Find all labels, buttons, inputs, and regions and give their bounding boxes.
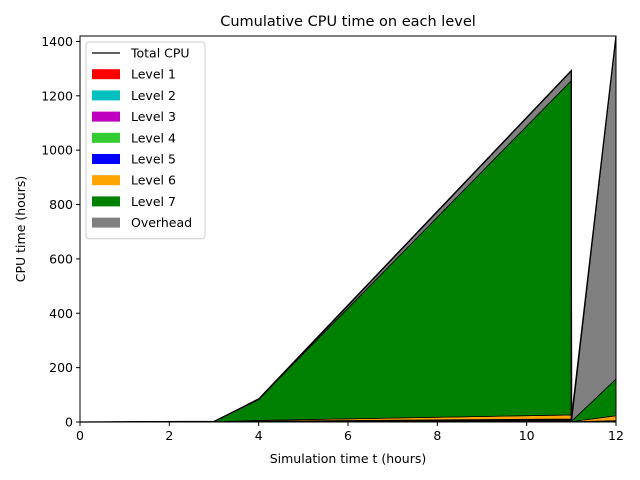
legend-item-level-6: Level 6 bbox=[92, 173, 176, 188]
legend-item-level-5: Level 5 bbox=[92, 152, 176, 167]
legend-item-level-7: Level 7 bbox=[92, 194, 176, 209]
legend-item-overhead: Overhead bbox=[92, 215, 192, 230]
legend-swatch bbox=[92, 217, 120, 228]
legend-label: Level 4 bbox=[131, 130, 176, 145]
x-tick-label: 10 bbox=[519, 428, 535, 443]
x-tick-label: 4 bbox=[255, 428, 263, 443]
legend-swatch bbox=[92, 90, 120, 101]
legend-item-total-cpu: Total CPU bbox=[92, 46, 190, 61]
legend-label: Level 5 bbox=[131, 152, 176, 167]
legend-label: Overhead bbox=[131, 215, 192, 230]
y-tick-label: 1200 bbox=[41, 88, 73, 103]
y-tick-label: 600 bbox=[49, 251, 73, 266]
legend-swatch bbox=[92, 196, 120, 207]
legend-swatch bbox=[92, 154, 120, 164]
x-tick-label: 0 bbox=[76, 428, 84, 443]
y-tick-label: 1400 bbox=[41, 34, 73, 49]
legend-swatch bbox=[92, 132, 120, 143]
legend-label: Level 7 bbox=[131, 194, 176, 209]
legend-item-level-2: Level 2 bbox=[92, 88, 176, 103]
legend-item-level-4: Level 4 bbox=[92, 130, 176, 145]
legend: Total CPU Level 1 Level 2 Level 3 Level 4 Lev… bbox=[85, 41, 206, 240]
legend-item-level-1: Level 1 bbox=[92, 67, 176, 82]
x-tick-label: 2 bbox=[165, 428, 173, 443]
legend-swatch bbox=[92, 69, 120, 80]
y-tick-label: 800 bbox=[49, 197, 73, 212]
y-axis-label: CPU time (hours) bbox=[13, 176, 28, 283]
x-tick-label: 6 bbox=[344, 428, 352, 443]
legend-label: Level 6 bbox=[131, 173, 176, 188]
chart-title: Cumulative CPU time on each level bbox=[220, 14, 476, 30]
y-tick-label: 400 bbox=[49, 306, 73, 321]
x-tick-label: 8 bbox=[433, 428, 441, 443]
legend-label: Level 2 bbox=[131, 88, 176, 103]
legend-label: Level 1 bbox=[131, 67, 176, 82]
y-tick-label: 0 bbox=[65, 415, 73, 430]
x-axis: 0 2 4 6 8 10 12 bbox=[76, 422, 624, 443]
legend-label: Level 3 bbox=[131, 109, 176, 124]
y-tick-label: 200 bbox=[49, 360, 73, 375]
legend-swatch bbox=[92, 111, 120, 122]
x-tick-label: 12 bbox=[608, 428, 624, 443]
x-axis-label: Simulation time t (hours) bbox=[270, 451, 427, 466]
legend-swatch bbox=[92, 175, 120, 186]
y-tick-label: 1000 bbox=[41, 143, 73, 158]
legend-label: Total CPU bbox=[130, 46, 190, 61]
legend-item-level-3: Level 3 bbox=[92, 109, 176, 124]
y-axis: 0 200 400 600 800 1000 1200 1400 bbox=[41, 34, 80, 430]
